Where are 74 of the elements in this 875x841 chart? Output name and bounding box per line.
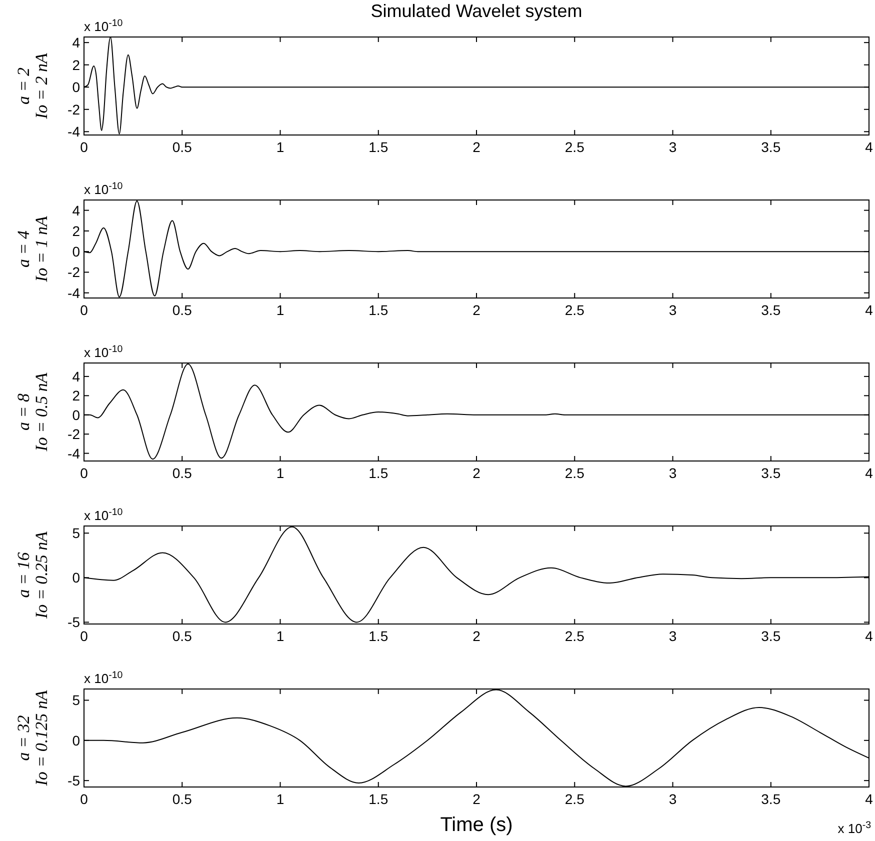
y-axis-title: a = 16 Io = 0.25 nA [14, 530, 51, 620]
x-tick-label: 1 [276, 139, 284, 155]
x-tick-label: 3 [668, 628, 677, 644]
x-tick-label: 2 [472, 465, 481, 481]
y-tick-label: 0 [72, 570, 80, 586]
y-tick-label: -2 [68, 101, 80, 118]
x-axis-title: Time (s) [440, 814, 513, 836]
x-tick-label: 2 [472, 791, 481, 807]
x-tick-label: 2.5 [564, 302, 585, 318]
x-tick-label: 1 [276, 465, 284, 481]
x-tick-label: 3.5 [761, 628, 781, 644]
y-tick-label: -5 [68, 772, 80, 789]
x-tick-label: 1 [276, 628, 284, 644]
y-tick-label: 5 [72, 525, 80, 542]
y-tick-label: -5 [68, 614, 80, 630]
x-tick-label: 2.5 [564, 465, 585, 481]
x-tick-label: 0.5 [172, 302, 192, 318]
text: x 10$^{-10}$ [84, 506, 124, 523]
x-tick-label: 1 [276, 791, 284, 807]
text: x 10$^{-10}$ [84, 18, 124, 34]
y-tick-label: 0 [72, 406, 80, 423]
x-tick-label: 0.5 [172, 791, 192, 807]
text: x 10$^{-10}$ [84, 180, 124, 197]
x-tick-label: 1.5 [368, 465, 388, 481]
x-tick-label: 1.5 [368, 628, 388, 644]
x-tick-label: 0.5 [172, 628, 192, 644]
y-tick-label: 5 [72, 692, 80, 708]
x-tick-label: 1.5 [368, 791, 388, 807]
x-tick-label: 2 [472, 628, 481, 644]
x-tick-label: 4 [865, 628, 874, 644]
x-tick-label: 1 [276, 302, 284, 318]
y-tick-label: -2 [68, 264, 80, 280]
x-tick-label: 1.5 [368, 302, 388, 318]
x-tick-label: 0.5 [172, 465, 192, 481]
x-tick-label: 2.5 [564, 628, 585, 644]
y-tick-label: 2 [72, 222, 80, 239]
text: x 10$^{-10}$ [84, 670, 124, 686]
x-tick-label: 3.5 [761, 302, 781, 318]
x-tick-label: 3.5 [761, 465, 781, 481]
y-axis-title: a = 2 Io = 2 nA [14, 52, 51, 120]
x-tick-label: 4 [865, 302, 874, 318]
chart-title: Simulated Wavelet system [370, 1, 582, 21]
x-tick-label: 2.5 [564, 139, 585, 155]
y-tick-label: -2 [68, 426, 80, 442]
x-tick-label: 4 [865, 465, 874, 481]
y-tick-label: -4 [68, 445, 80, 462]
x-tick-label: 3.5 [761, 139, 781, 155]
y-tick-label: 0 [72, 244, 80, 260]
x-tick-label: 2 [472, 139, 481, 155]
y-tick-label: -4 [68, 124, 80, 140]
x-tick-label: 3 [668, 302, 677, 318]
y-tick-label: 2 [72, 388, 80, 404]
y-tick-label: 4 [72, 368, 80, 384]
y-tick-label: 2 [72, 56, 80, 73]
x-tick-label: 4 [865, 791, 874, 807]
x-tick-label: 4 [865, 139, 874, 155]
y-tick-label: 4 [72, 34, 80, 51]
x-tick-label: 3 [668, 465, 677, 481]
x-tick-label: 3 [668, 791, 677, 807]
y-axis-title: a = 4 Io = 1 nA [14, 216, 51, 283]
text: x 10$^{-3}$ [838, 820, 871, 836]
y-tick-label: 0 [72, 79, 80, 96]
y-axis-title: a = 32 Io = 0.125 nA [14, 690, 51, 787]
x-tick-label: 3.5 [761, 791, 781, 807]
y-axis-title: a = 8 Io = 0.5 nA [14, 372, 51, 452]
x-tick-label: 0.5 [172, 139, 192, 155]
y-tick-label: 0 [72, 732, 80, 748]
x-tick-label: 2 [472, 302, 481, 318]
x-tick-label: 1.5 [368, 139, 388, 155]
x-tick-label: 2.5 [564, 791, 585, 807]
y-tick-label: 4 [72, 202, 80, 218]
y-tick-label: -4 [68, 284, 80, 301]
text: x 10$^{-10}$ [84, 344, 124, 360]
x-tick-label: 3 [668, 139, 677, 155]
